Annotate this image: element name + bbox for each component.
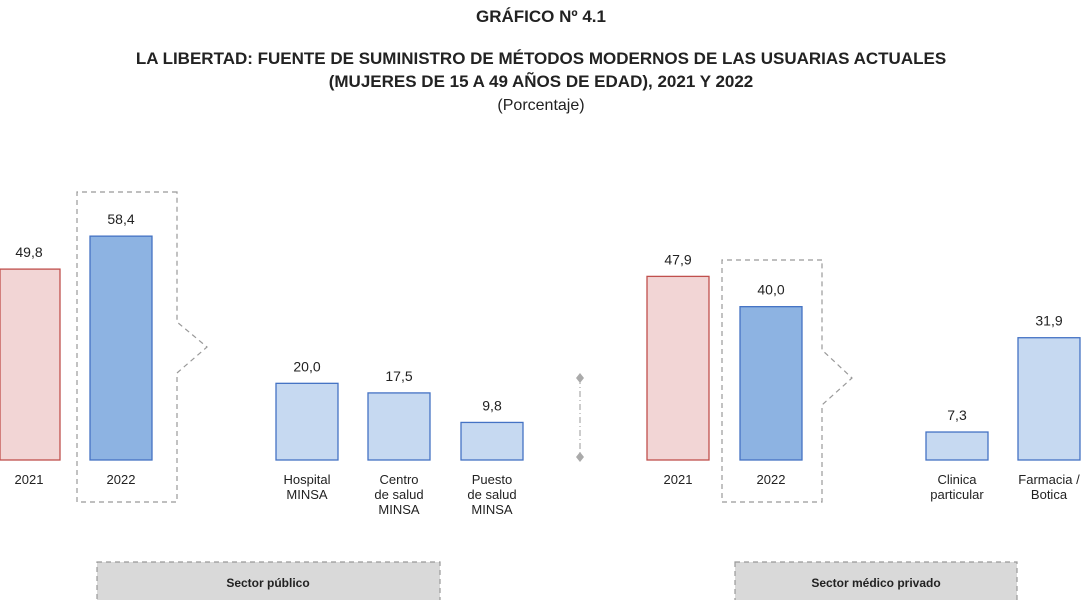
value-label: 31,9 — [1035, 313, 1062, 329]
x-tick-label: 2022 — [757, 472, 786, 487]
group-box — [96, 561, 441, 600]
bar — [925, 431, 989, 461]
x-tick-label: Clinica particular — [930, 472, 984, 502]
bar — [460, 421, 524, 461]
bar — [1017, 337, 1081, 461]
group-box — [734, 561, 1018, 600]
x-tick-label: 2021 — [664, 472, 693, 487]
x-tick-label: Centro de salud MINSA — [374, 472, 423, 517]
chart-title: (MUJERES DE 15 A 49 AÑOS DE EDAD), 2021 … — [329, 71, 754, 91]
bar — [89, 235, 153, 461]
x-tick-label: Farmacia / Botica — [1018, 472, 1080, 502]
bar — [367, 392, 431, 461]
value-label: 49,8 — [15, 244, 42, 260]
chart-title: GRÁFICO Nº 4.1 — [476, 7, 606, 26]
value-label: 7,3 — [947, 407, 967, 423]
group-label: Sector público — [226, 576, 309, 590]
value-label: 9,8 — [482, 397, 502, 413]
highlight-box — [721, 259, 853, 503]
chart-subtitle: (Porcentaje) — [497, 97, 584, 114]
x-tick-label: Puesto de salud MINSA — [467, 472, 516, 517]
x-tick-label: Hospital MINSA — [284, 472, 331, 502]
value-label: 17,5 — [385, 368, 412, 384]
highlight-box — [76, 191, 208, 503]
group-label: Sector médico privado — [811, 576, 940, 590]
value-label: 58,4 — [107, 211, 134, 227]
x-tick-label: 2022 — [107, 472, 136, 487]
value-label: 20,0 — [293, 358, 320, 374]
bar — [646, 275, 710, 461]
bar — [0, 268, 61, 461]
bar — [739, 306, 803, 461]
value-label: 47,9 — [664, 251, 691, 267]
x-tick-label: 2021 — [15, 472, 44, 487]
value-label: 40,0 — [757, 282, 784, 298]
bar — [275, 382, 339, 461]
chart-title: LA LIBERTAD: FUENTE DE SUMINISTRO DE MÉT… — [136, 49, 946, 68]
